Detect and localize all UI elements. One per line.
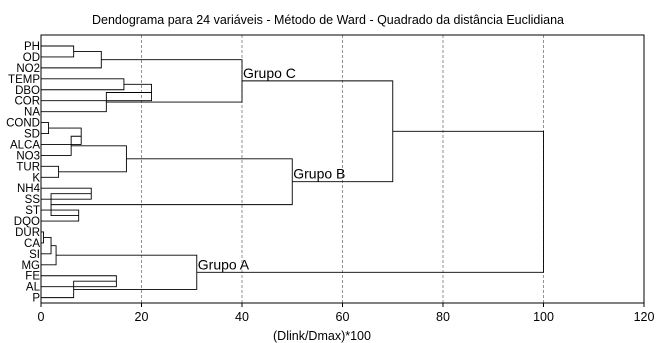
dendrogram-tree: [41, 45, 544, 299]
leaf-label: AL: [26, 282, 41, 294]
leaf-label: SS: [25, 194, 41, 206]
dendrogram-link: [41, 165, 60, 178]
leaf-label: ALCA: [10, 139, 40, 151]
leaf-label: COR: [14, 96, 40, 108]
x-tick-label: 0: [38, 310, 45, 324]
dendrogram-link: [51, 158, 293, 206]
x-axis-label: (Dlink/Dmax)*100: [273, 329, 371, 343]
dendrogram-link: [101, 59, 243, 103]
leaf-label: K: [32, 172, 40, 184]
dendrogram-link: [41, 245, 57, 266]
leaf-label: CA: [24, 238, 40, 250]
group-label: Grupo B: [293, 166, 345, 182]
leaf-label: NH4: [17, 183, 41, 195]
dendrogram-link: [41, 237, 52, 255]
leaf-label: DQO: [14, 216, 40, 228]
leaf-label: SI: [29, 249, 40, 261]
dendrogram-link: [41, 78, 125, 91]
chart-title: Dendograma para 24 variáveis - Método de…: [92, 13, 564, 27]
leaf-label: NO3: [16, 150, 40, 162]
leaf-label: DBO: [15, 85, 40, 97]
plot-frame: [40, 34, 645, 304]
leaf-label: COND: [6, 118, 40, 130]
leaf-label: ST: [25, 205, 40, 217]
dendrogram-link: [41, 45, 75, 58]
dendrogram-link: [41, 51, 102, 69]
leaf-label: TEMP: [8, 74, 40, 86]
leaf-label: NO2: [16, 63, 40, 75]
dendrogram-link: [41, 122, 49, 134]
x-tick-label: 80: [436, 310, 450, 324]
x-tick-label: 20: [135, 310, 149, 324]
leaf-label: FE: [25, 271, 40, 283]
x-tick-label: 120: [634, 310, 655, 324]
leaf-label: P: [32, 293, 40, 305]
dendrogram-link: [58, 145, 127, 173]
dendrogram-link: [196, 130, 544, 273]
leaf-label: TUR: [16, 161, 40, 173]
leaf-label: NA: [24, 107, 40, 119]
leaf-label: SD: [24, 129, 40, 141]
group-annotations: Grupo C Grupo B Grupo A: [198, 65, 346, 272]
leaf-labels: PHODNO2TEMPDBOCORNACONDSDALCANO3TURKNH4S…: [6, 41, 40, 305]
leaf-label: DUR: [15, 227, 40, 239]
x-tick-label: 60: [336, 310, 350, 324]
group-label: Grupo A: [198, 256, 250, 272]
x-axis-ticks: 0 20 40 60 80 100 120: [38, 303, 655, 324]
group-label: Grupo C: [243, 65, 296, 81]
x-tick-label: 40: [235, 310, 249, 324]
x-tick-label: 100: [533, 310, 554, 324]
leaf-label: MG: [21, 260, 40, 272]
dendrogram-link: [56, 254, 198, 290]
leaf-label: OD: [23, 52, 40, 64]
leaf-label: PH: [24, 41, 40, 53]
